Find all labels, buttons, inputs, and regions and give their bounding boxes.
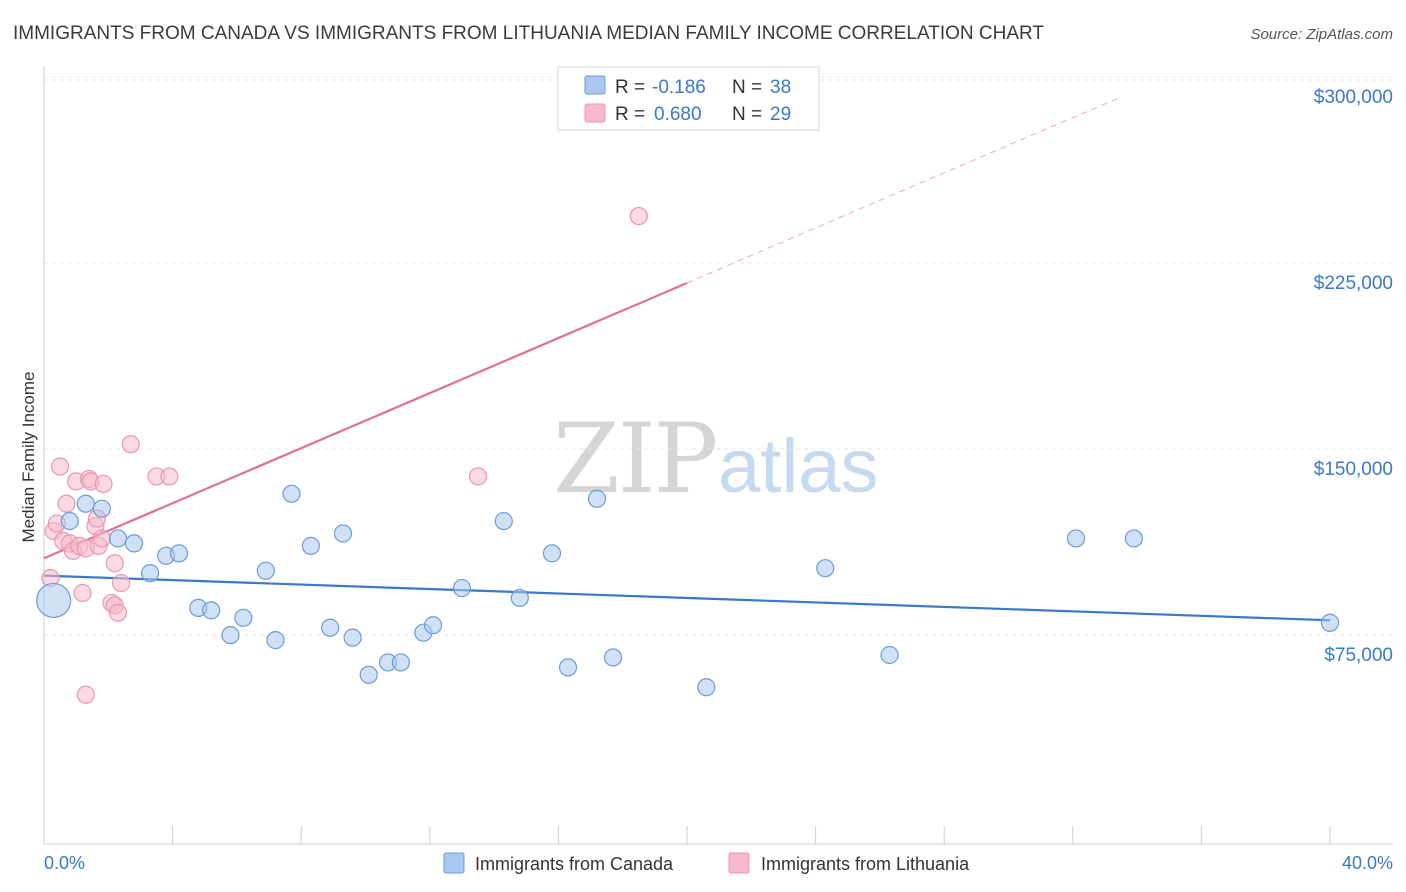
watermark: ZIP atlas [553, 403, 879, 515]
bottom-legend-label-lithuania: Immigrants from Lithuania [761, 854, 970, 874]
watermark-atlas: atlas [718, 424, 879, 509]
x-tick-label: 40.0% [1342, 853, 1393, 873]
data-point-canada [587, 489, 607, 508]
bottom-legend-swatch-lithuania [728, 852, 750, 874]
legend-swatch-canada [584, 75, 606, 95]
trend-line-lithuania-extension [686, 96, 1122, 284]
data-point-canada [301, 536, 320, 555]
y-tick-label: $150,000 [1314, 459, 1393, 480]
data-point-lithuania [160, 467, 179, 486]
data-point-lithuania [121, 435, 140, 454]
series-legend: Immigrants from Canada Immigrants from L… [443, 852, 970, 874]
x-tick-label: 0.0% [44, 853, 85, 873]
data-point-canada [603, 648, 623, 667]
data-point-canada [76, 494, 95, 513]
data-point-lithuania [105, 554, 124, 573]
data-point-canada [880, 645, 899, 665]
legend-swatch-lithuania [584, 103, 606, 123]
data-point-canada [343, 628, 362, 647]
axes: $75,000 $150,000 $225,000 $300,000 0.0% 40.0% [43, 66, 1393, 873]
data-point-lithuania [94, 474, 113, 493]
data-point-canada [321, 618, 340, 637]
data-point-canada [1066, 529, 1086, 548]
data-point-canada [816, 559, 835, 578]
series-lithuania-points [41, 206, 648, 704]
legend-n-value-lithuania: 29 [770, 104, 791, 125]
watermark-zip: ZIP [553, 403, 716, 515]
data-point-canada [1124, 529, 1143, 548]
y-tick-label: $300,000 [1314, 87, 1393, 108]
data-point-lithuania [629, 206, 648, 226]
legend-n-label-lithuania: N = [732, 104, 762, 125]
gridlines [44, 76, 1393, 636]
data-point-canada [169, 544, 189, 563]
data-point-canada [423, 616, 443, 635]
y-tick-label: $225,000 [1314, 273, 1393, 294]
data-point-canada [36, 582, 72, 619]
chart-title: IMMIGRANTS FROM CANADA VS IMMIGRANTS FRO… [13, 23, 1044, 44]
bottom-legend-label-canada: Immigrants from Canada [475, 854, 674, 874]
trend-line-lithuania [43, 281, 688, 560]
data-point-lithuania [92, 529, 111, 548]
y-tick-label: $75,000 [1324, 645, 1393, 666]
data-point-canada [60, 511, 79, 531]
legend-r-label-lithuania: R = [615, 104, 645, 125]
data-point-canada [359, 665, 378, 684]
legend-r-label-canada: R = [615, 77, 645, 98]
trend-line-canada [43, 574, 1331, 622]
y-axis-label: Median Family Income [19, 371, 38, 542]
data-point-lithuania [73, 583, 92, 603]
legend-r-value-lithuania: 0.680 [654, 104, 702, 125]
data-point-canada [92, 499, 111, 518]
data-point-canada [1320, 613, 1340, 632]
data-point-canada [256, 561, 275, 580]
data-point-lithuania [468, 467, 488, 486]
data-point-lithuania [50, 457, 70, 476]
legend-r-value-canada: -0.186 [652, 77, 706, 98]
stats-legend: R = -0.186 N = 38 R = 0.680 N = 29 [557, 66, 820, 131]
data-point-canada [282, 484, 301, 503]
data-point-lithuania [76, 685, 95, 704]
legend-n-label-canada: N = [732, 77, 762, 98]
data-point-canada [266, 631, 285, 650]
legend-n-value-canada: 38 [770, 77, 791, 98]
data-point-canada [202, 601, 221, 620]
data-point-canada [494, 511, 513, 531]
data-point-lithuania [108, 603, 128, 622]
bottom-legend-swatch-canada [443, 852, 465, 874]
data-point-canada [542, 544, 562, 563]
data-point-canada [108, 529, 128, 548]
data-point-canada [697, 678, 716, 697]
chart-source: Source: ZipAtlas.com [1250, 26, 1393, 43]
data-point-canada [140, 564, 160, 583]
trend-lines [43, 96, 1331, 622]
data-point-canada [124, 534, 144, 553]
data-point-lithuania [57, 494, 76, 513]
data-point-canada [234, 608, 253, 627]
data-point-canada [558, 658, 578, 677]
data-point-canada [452, 578, 472, 598]
data-point-canada [510, 588, 529, 608]
data-point-canada [391, 653, 410, 672]
data-point-canada [221, 626, 240, 645]
series-canada-points [36, 484, 1340, 697]
data-point-lithuania [112, 573, 131, 593]
data-point-canada [333, 524, 353, 543]
